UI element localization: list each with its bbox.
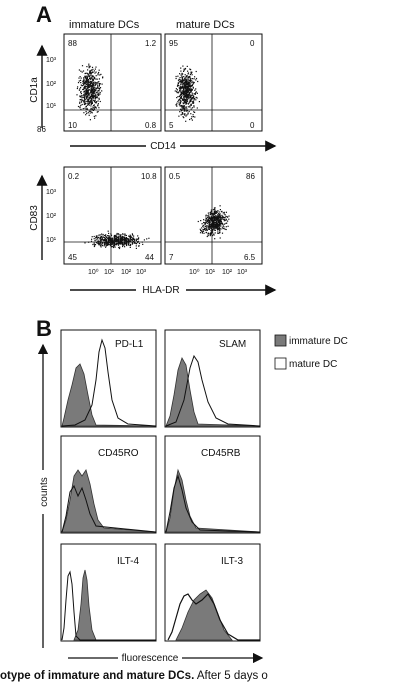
scatter-cloud-cd83-immature	[84, 230, 150, 250]
caption-rest: After 5 days o	[194, 670, 268, 682]
histogram-cd45ro: CD45RO	[60, 435, 157, 534]
histogram-cd45rb: CD45RB	[164, 435, 261, 534]
quad-ll-2: 5	[169, 121, 174, 130]
quad-ll-4: 7	[169, 253, 174, 262]
marker-label-ilt-4: ILT-4	[117, 556, 139, 567]
legend-swatch-mature	[274, 357, 287, 370]
fluorescence-axis-label: fluorescence	[122, 653, 179, 664]
histogram-ilt-4: ILT-4	[60, 543, 157, 642]
quad-ul-1: 88	[68, 39, 77, 48]
marker-label-cd45rb: CD45RB	[201, 448, 241, 459]
plot-frame-cd1a-mature	[164, 33, 263, 132]
plot-frame-cd83-immature	[63, 166, 162, 265]
xtick-2-2: 10²	[222, 269, 233, 276]
marker-label-ilt-3: ILT-3	[221, 556, 243, 567]
histogram-slam: SLAM	[164, 329, 261, 428]
caption-bold: otype of immature and mature DCs.	[0, 670, 195, 682]
xtick-1-1: 10¹	[104, 269, 115, 276]
marker-label-cd45ro: CD45RO	[98, 448, 139, 459]
legend-swatch-immature	[274, 334, 287, 347]
ytick-top-3: 10³	[46, 57, 57, 64]
xtick-2-0: 10⁰	[189, 268, 200, 276]
quad-ur-1: 1.2	[145, 39, 157, 48]
x-axis-label-cd14: CD14	[150, 141, 176, 152]
quad-ll-3: 45	[68, 253, 77, 262]
xtick-1-3: 10³	[136, 269, 147, 276]
plot-frame-cd1a-immature	[63, 33, 162, 132]
marker-label-slam: SLAM	[219, 339, 246, 350]
panel-a-letter: A	[36, 2, 52, 27]
xtick-1-2: 10²	[121, 269, 132, 276]
y-axis-label-cd83: CD83	[29, 205, 40, 231]
scatter-cloud-cd1a-mature	[174, 65, 200, 122]
plot-frame-cd83-mature	[164, 166, 263, 265]
xtick-1-0: 10⁰	[88, 268, 99, 276]
scatter-cloud-cd83-mature	[197, 205, 230, 240]
quad-ur-2: 0	[250, 39, 255, 48]
marker-label-pd-l1: PD-L1	[115, 339, 144, 350]
header-immature-dcs: immature DCs	[69, 19, 140, 31]
quad-lr-2: 0	[250, 121, 255, 130]
x-axis-label-hla-dr: HLA-DR	[142, 285, 179, 296]
quad-ul-4: 0.5	[169, 172, 181, 181]
histogram-pd-l1: PD-L1	[60, 329, 157, 428]
figure-caption: otype of immature and mature DCs. After …	[0, 668, 400, 684]
quad-lr-4: 6.5	[244, 253, 256, 262]
ytick-bot-3: 10³	[46, 189, 57, 196]
quad-lr-3: 44	[145, 253, 154, 262]
quad-lr-1: 0.8	[145, 121, 157, 130]
panel-b-letter: B	[36, 316, 52, 341]
ytick-bot-1: 10¹	[46, 237, 57, 244]
histogram-ilt-3: ILT-3	[164, 543, 261, 642]
header-mature-dcs: mature DCs	[176, 19, 235, 31]
y-axis-label-cd1a: CD1a	[29, 77, 40, 103]
ytick-bot-2: 10²	[46, 213, 57, 220]
quad-ll-1: 10	[68, 121, 77, 130]
scatter-cloud-cd1a-immature	[76, 63, 104, 121]
xtick-2-3: 10³	[237, 269, 248, 276]
quad-ur-4: 86	[246, 172, 255, 181]
quad-ul-2: 95	[169, 39, 178, 48]
xtick-2-1: 10¹	[205, 269, 216, 276]
legend-label-immature: immature DC	[289, 336, 348, 347]
legend-label-mature: mature DC	[289, 359, 337, 370]
ytick-top-2: 10²	[46, 81, 57, 88]
counts-axis-label: counts	[39, 477, 50, 506]
stray-number-86: 86	[37, 125, 46, 134]
ytick-top-1: 10¹	[46, 103, 57, 110]
quad-ur-3: 10.8	[141, 172, 157, 181]
quad-ul-3: 0.2	[68, 172, 80, 181]
